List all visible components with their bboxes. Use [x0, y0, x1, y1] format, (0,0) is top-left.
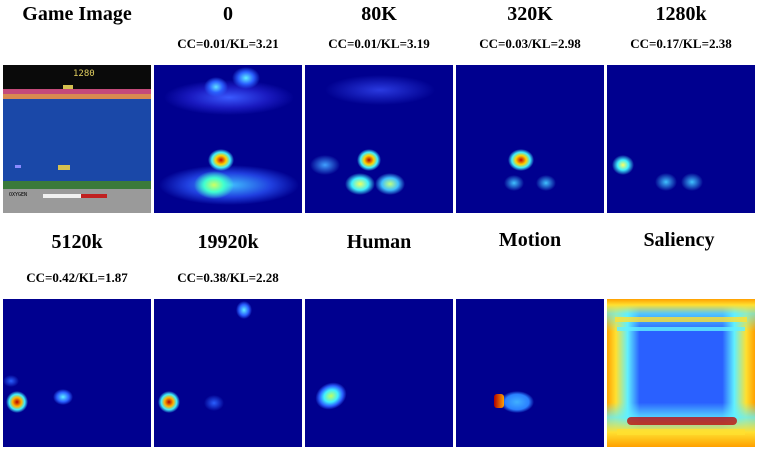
game-band — [3, 89, 151, 94]
game-ground — [3, 189, 151, 213]
game-score: 1280 — [73, 69, 95, 79]
game-submarine-icon — [58, 165, 70, 170]
game-hud — [3, 65, 151, 89]
metric-19920k: CC=0.38/KL=2.28 — [177, 270, 279, 285]
metric-80k: CC=0.01/KL=3.19 — [328, 36, 430, 51]
heatmap-human — [305, 299, 453, 447]
game-band — [3, 94, 151, 99]
col-title-1280k: 1280k — [655, 3, 707, 25]
metric-320k: CC=0.03/KL=2.98 — [479, 36, 581, 51]
metric-1280k: CC=0.17/KL=2.38 — [630, 36, 732, 51]
col-title-5120k: 5120k — [51, 231, 103, 253]
game-oxygen-bar-remaining — [81, 194, 107, 198]
heatmap-saliency — [607, 299, 755, 447]
col-title-human: Human — [346, 231, 412, 253]
heatmap-1280k — [607, 65, 755, 213]
col-title-19920k: 19920k — [197, 231, 259, 253]
game-oxygen-label: OXYGEN — [9, 192, 28, 198]
col-title-320k: 320K — [507, 3, 553, 25]
game-ship-icon — [63, 85, 73, 89]
metric-0: CC=0.01/KL=3.21 — [177, 36, 279, 51]
game-sea — [3, 99, 151, 181]
metric-5120k: CC=0.42/KL=1.87 — [26, 270, 128, 285]
heatmap-19920k — [154, 299, 302, 447]
game-oxygen-bar — [43, 194, 81, 198]
col-title-game-image: Game Image — [22, 3, 132, 25]
game-image: 1280 OXYGEN — [3, 65, 151, 213]
col-title-motion: Motion — [498, 229, 562, 251]
game-seabed — [3, 181, 151, 189]
col-title-80k: 80K — [361, 3, 397, 25]
heatmap-0 — [154, 65, 302, 213]
heatmap-5120k — [3, 299, 151, 447]
col-title-saliency: Saliency — [643, 229, 715, 251]
game-fish-icon — [15, 165, 21, 168]
heatmap-80k — [305, 65, 453, 213]
heatmap-320k — [456, 65, 604, 213]
heatmap-motion — [456, 299, 604, 447]
col-title-0: 0 — [223, 3, 233, 25]
